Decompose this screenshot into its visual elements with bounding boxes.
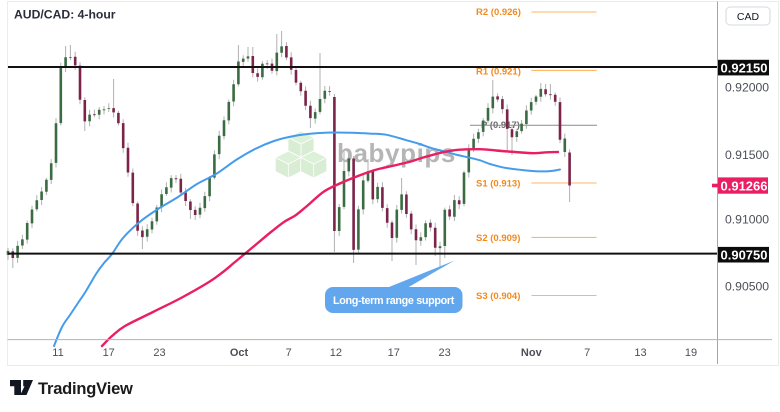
svg-text:R2 (0.926): R2 (0.926): [476, 7, 521, 18]
svg-text:0.90750: 0.90750: [721, 248, 768, 263]
svg-text:12: 12: [330, 347, 342, 359]
svg-text:S3 (0.904): S3 (0.904): [476, 291, 520, 302]
svg-text:Oct: Oct: [230, 347, 249, 359]
svg-text:0.91500: 0.91500: [725, 148, 769, 162]
svg-text:Nov: Nov: [521, 347, 543, 359]
svg-text:TradingView: TradingView: [38, 380, 133, 398]
svg-text:S1 (0.913): S1 (0.913): [476, 178, 520, 189]
svg-text:23: 23: [438, 347, 450, 359]
svg-text:23: 23: [153, 347, 165, 359]
svg-text:CAD: CAD: [737, 11, 760, 23]
svg-text:R1 (0.921): R1 (0.921): [476, 66, 521, 77]
svg-text:0.90500: 0.90500: [725, 280, 769, 294]
svg-text:S2 (0.909): S2 (0.909): [476, 233, 520, 244]
svg-text:7: 7: [286, 347, 292, 359]
svg-text:17: 17: [388, 347, 400, 359]
svg-text:17: 17: [103, 347, 115, 359]
svg-text:Long-term range support: Long-term range support: [333, 295, 455, 307]
svg-text:11: 11: [52, 347, 63, 359]
svg-text:0.91000: 0.91000: [725, 213, 769, 227]
svg-text:0.91266: 0.91266: [721, 178, 768, 193]
svg-text:13: 13: [634, 347, 646, 359]
svg-text:AUD/CAD: 4-hour: AUD/CAD: 4-hour: [14, 8, 116, 22]
svg-text:7: 7: [584, 347, 590, 359]
svg-text:0.92000: 0.92000: [725, 81, 769, 95]
svg-text:19: 19: [685, 347, 697, 359]
svg-text:0.92150: 0.92150: [721, 60, 768, 75]
